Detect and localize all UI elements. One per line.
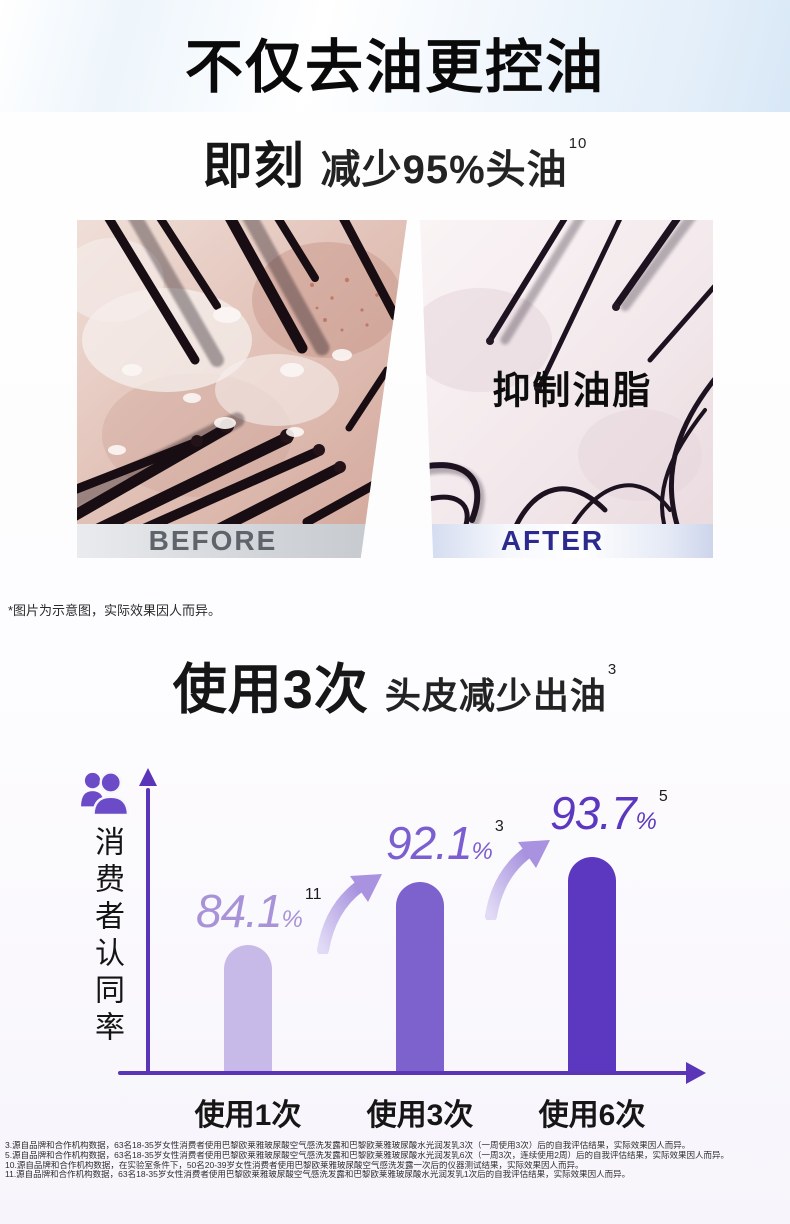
claim-lead: 使用3次 xyxy=(172,660,369,720)
x-axis-label-3: 使用6次 xyxy=(539,1090,646,1134)
before-scalp-image xyxy=(77,220,407,524)
claim-immediate: 即刻 减少95%头油10 xyxy=(0,126,790,198)
growth-arrow-icon xyxy=(317,874,382,954)
footnotes-block: 3.源自品牌和合作机构数据，63名18-35岁女性消费者使用巴黎欧莱雅玻尿酸空气… xyxy=(5,1141,787,1180)
footnote-ref: 5 xyxy=(658,787,668,805)
before-panel: BEFORE xyxy=(77,220,407,558)
header-background xyxy=(0,0,790,112)
x-axis-line xyxy=(118,1071,688,1075)
x-label-text: 次 xyxy=(271,1099,302,1132)
x-label-text: 使用 xyxy=(538,1099,599,1132)
x-axis-label-2: 使用3次 xyxy=(367,1090,474,1134)
claim-text-body: 头皮减少出油 xyxy=(384,675,607,716)
footnote-ref: 11 xyxy=(304,885,322,903)
claim-lead: 即刻 xyxy=(202,138,305,194)
approval-bar-chart: 消费者认同率 84.1%11 92.1%3 93.7%5 xyxy=(0,738,790,1138)
bar-value-label-2: 92.1%3 xyxy=(386,816,504,870)
x-label-number: 6 xyxy=(598,1099,616,1132)
bar-value: 92.1 xyxy=(386,817,473,869)
bar-value: 93.7 xyxy=(550,787,637,839)
growth-arrow-icon xyxy=(485,840,550,920)
image-disclaimer: *图片为示意图，实际效果因人而异。 xyxy=(8,603,222,618)
after-scalp-image: 抑制油脂 xyxy=(420,220,713,524)
before-label: BEFORE xyxy=(77,524,407,558)
x-axis-arrowhead xyxy=(686,1062,706,1084)
bar-use-6 xyxy=(568,857,616,1075)
x-label-text: 使用 xyxy=(194,1099,255,1132)
footnote-line: 5.源自品牌和合作机构数据，63名18-35岁女性消费者使用巴黎欧莱雅玻尿酸空气… xyxy=(5,1150,729,1160)
page-title: 不仅去油更控油 xyxy=(184,35,605,100)
bar-use-3 xyxy=(396,882,444,1075)
footnote-line: 10.源自品牌和合作机构数据，在实验室条件下，50名20-39岁女性消费者使用巴… xyxy=(5,1160,584,1170)
before-after-comparison: BEFORE xyxy=(77,220,713,558)
x-label-number: 1 xyxy=(254,1099,272,1132)
y-axis-line xyxy=(146,788,150,1075)
bar-use-1 xyxy=(224,945,272,1075)
bar-value: 84.1 xyxy=(196,885,283,937)
after-scalp-illustration xyxy=(420,220,713,524)
claim-text-body: 减少95%头油 xyxy=(320,148,568,192)
footnote-ref: 3 xyxy=(494,817,504,835)
y-axis-label: 消费者认同率 xyxy=(90,826,123,1048)
y-axis-arrowhead xyxy=(139,768,157,786)
x-label-text: 使用 xyxy=(366,1099,427,1132)
claim-text: 头皮减少出油3 xyxy=(384,661,617,719)
after-overlay-text: 抑制油脂 xyxy=(492,370,653,413)
footnote-line: 11.源自品牌和合作机构数据，63名18-35岁女性消费者使用巴黎欧莱雅玻尿酸空… xyxy=(5,1170,631,1180)
footnote-ref: 10 xyxy=(568,134,588,152)
x-label-text: 次 xyxy=(615,1099,646,1132)
percent-sign: % xyxy=(471,838,493,865)
footnote-line: 3.源自品牌和合作机构数据，63名18-35岁女性消费者使用巴黎欧莱雅玻尿酸空气… xyxy=(5,1141,691,1150)
footnote-ref: 3 xyxy=(607,661,618,678)
percent-sign: % xyxy=(281,906,303,933)
bar-value-label-1: 84.1%11 xyxy=(196,884,321,938)
claim-three-uses: 使用3次 头皮减少出油3 xyxy=(0,645,790,724)
x-label-text: 次 xyxy=(443,1099,474,1132)
bar-value-label-3: 93.7%5 xyxy=(550,786,668,840)
before-scalp-illustration xyxy=(77,220,407,524)
claim-text: 减少95%头油10 xyxy=(320,134,588,195)
people-icon xyxy=(81,771,130,815)
percent-sign: % xyxy=(635,808,657,835)
x-label-number: 3 xyxy=(426,1099,444,1132)
after-label: AFTER xyxy=(420,524,713,558)
x-axis-label-1: 使用1次 xyxy=(195,1090,302,1134)
after-panel: 抑制油脂 AFTER xyxy=(420,220,713,558)
